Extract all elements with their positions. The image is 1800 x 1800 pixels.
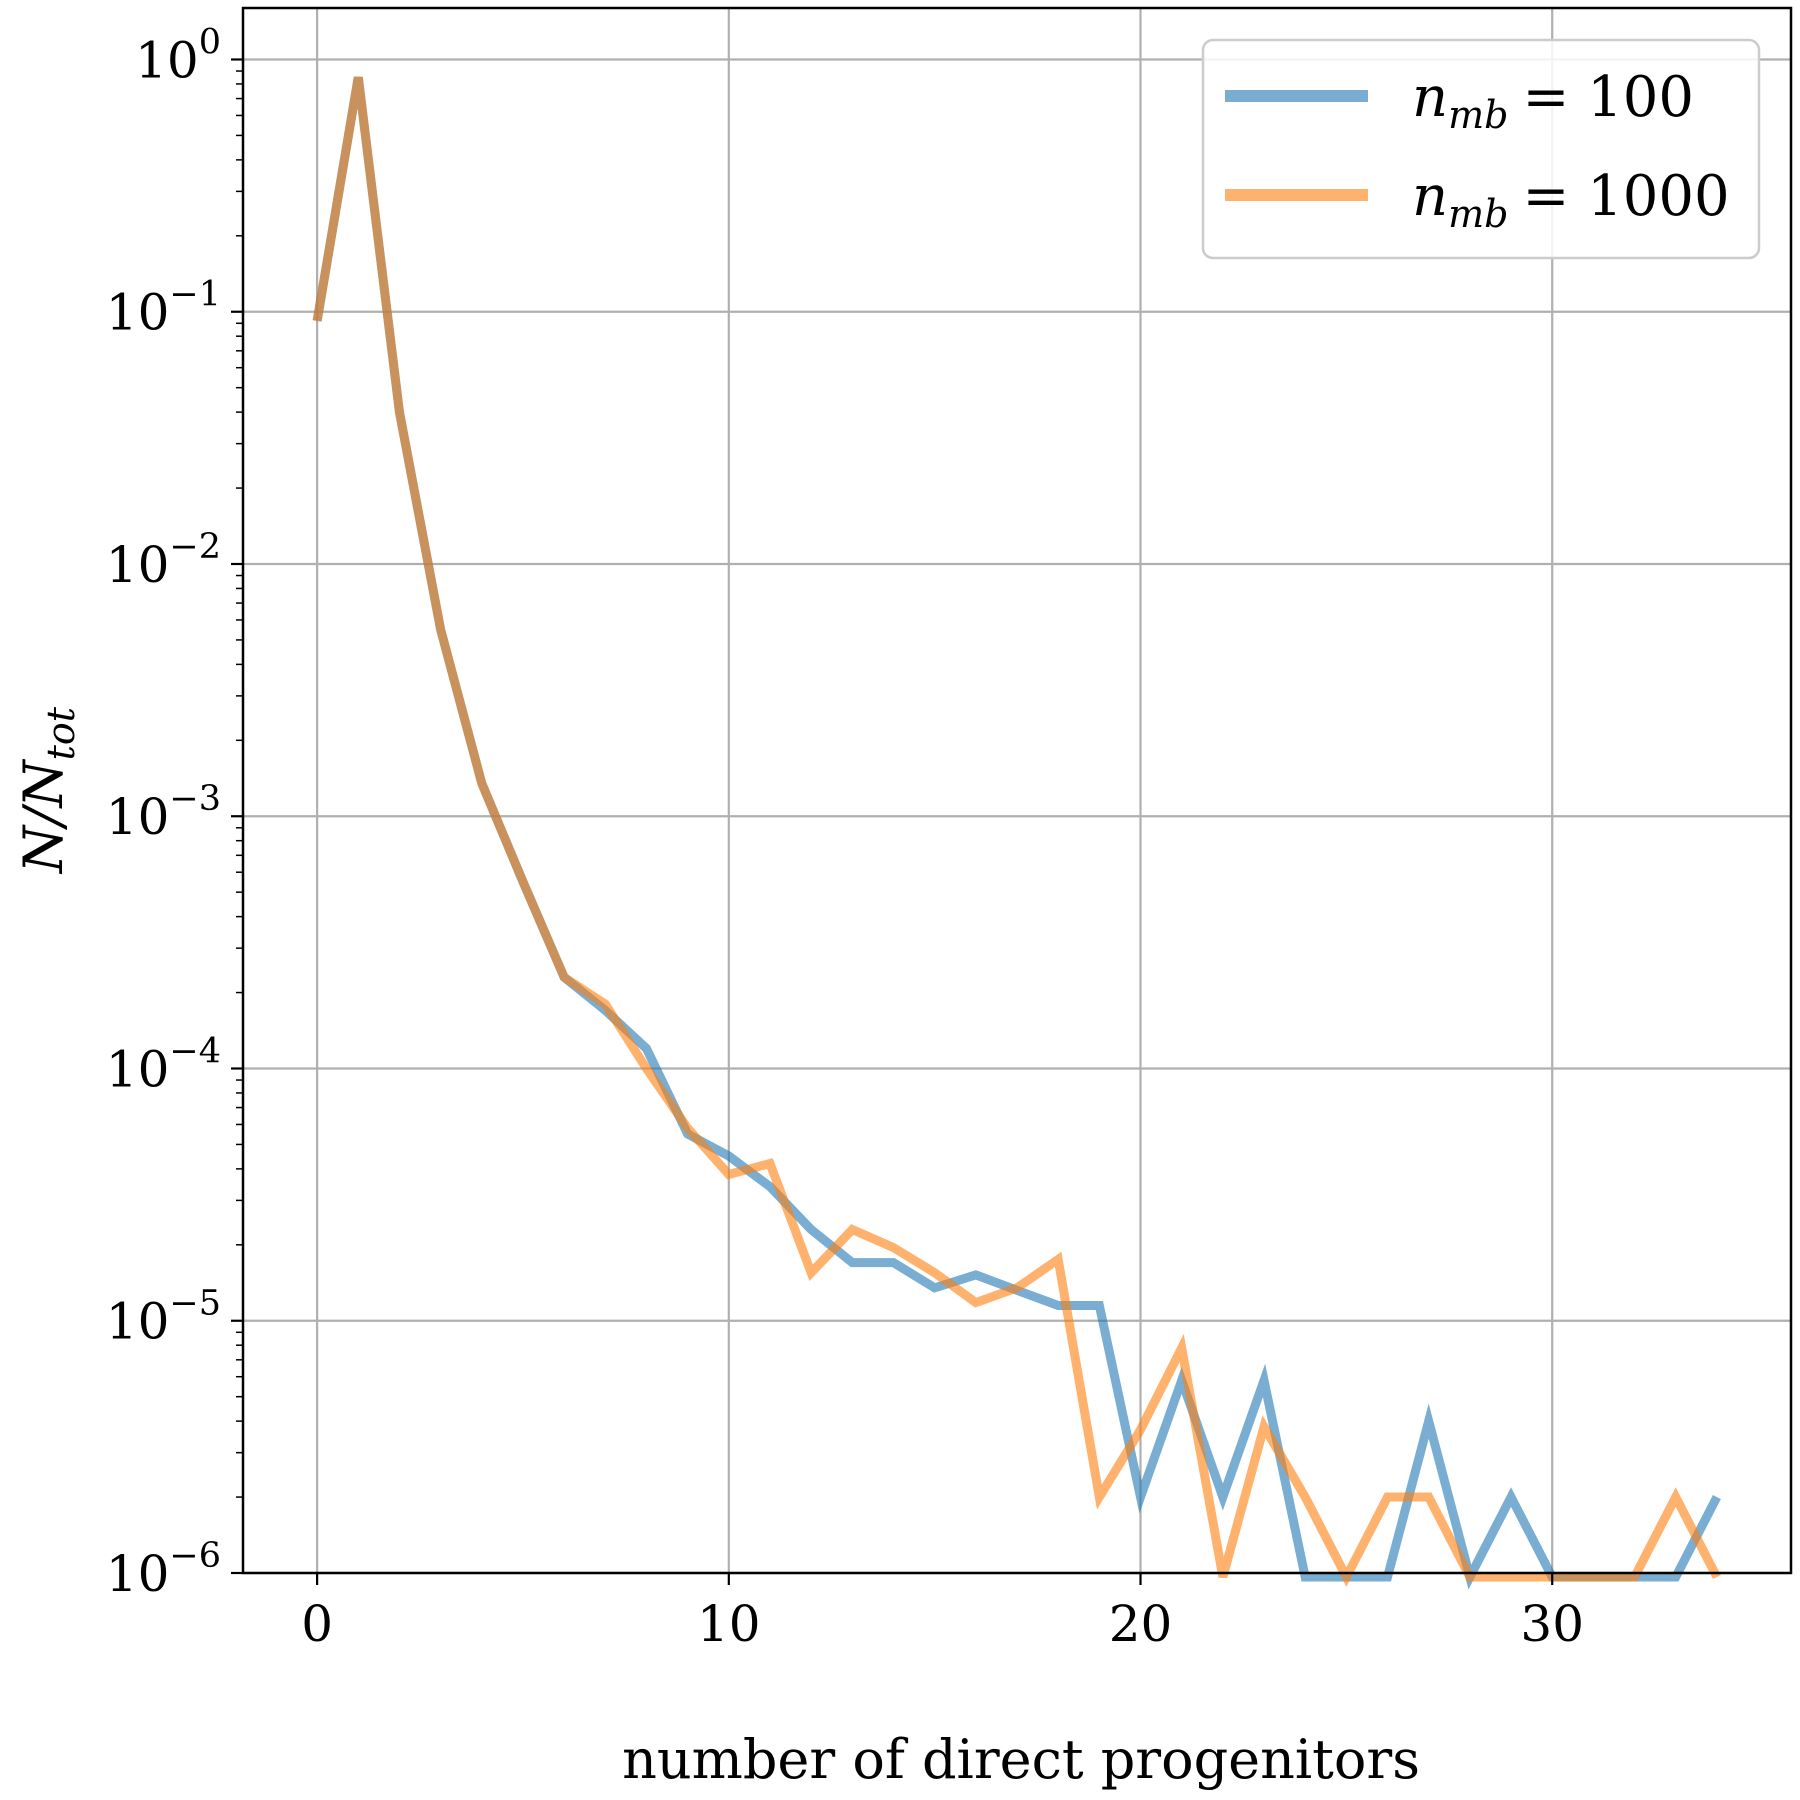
- legend: nmb = 100 nmb = 1000: [1201, 38, 1761, 260]
- x-tick-label: 10: [697, 1595, 761, 1653]
- y-axis-label: N/Ntot: [12, 706, 83, 875]
- legend-label-1: nmb = 1000: [1412, 164, 1730, 236]
- y-tick-label: 10−2: [106, 527, 221, 594]
- x-axis-ticks: 0 10 20 30: [301, 1573, 1584, 1653]
- y-tick-label: 10−6: [106, 1536, 221, 1603]
- series-layer: [312, 76, 1721, 1590]
- x-tick-label: 0: [301, 1595, 333, 1653]
- y-tick-label: 10−1: [106, 275, 221, 342]
- y-tick-label: 10−3: [106, 779, 221, 846]
- y-tick-label: 10−5: [106, 1284, 221, 1351]
- series-line-0: [312, 76, 1721, 1590]
- plot-frame: [241, 6, 1793, 1575]
- x-axis-label: number of direct progenitors: [622, 1728, 1420, 1791]
- x-tick-label: 20: [1109, 1595, 1173, 1653]
- y-tick-label: 10−4: [106, 1031, 221, 1098]
- series-line-1: [312, 76, 1721, 1587]
- y-axis-label-main: N/N: [12, 759, 75, 875]
- y-axis-ticks: 100 10−1 10−2 10−3 10−4 10−5 10−6: [106, 22, 243, 1603]
- legend-label-0: nmb = 100: [1412, 65, 1694, 137]
- y-tick-label: 100: [135, 22, 221, 89]
- y-axis-label-sub: tot: [39, 706, 83, 760]
- x-tick-label: 30: [1520, 1595, 1584, 1653]
- svg-text:N/Ntot: N/Ntot: [12, 706, 83, 875]
